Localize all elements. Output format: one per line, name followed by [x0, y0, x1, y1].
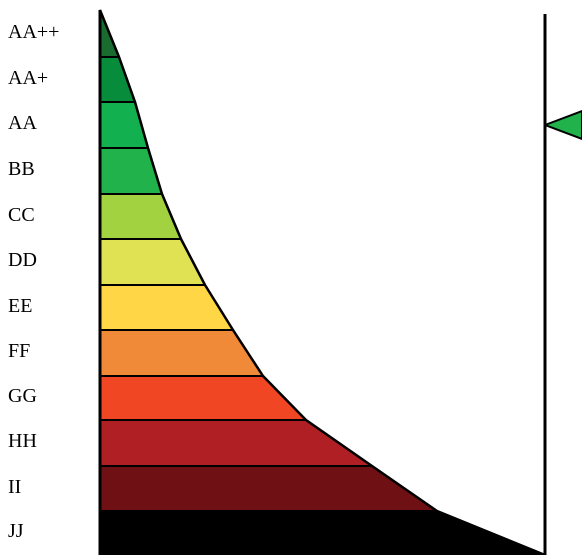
rating-label: CC	[8, 203, 35, 226]
rating-bands	[99, 9, 546, 555]
rating-band-jj	[99, 510, 546, 555]
rating-label: II	[8, 475, 22, 498]
rating-label: AA	[8, 112, 37, 134]
rating-label: BB	[8, 158, 35, 180]
rating-label: GG	[8, 385, 37, 407]
rating-label: AA+	[8, 66, 49, 89]
rating-band-gg	[99, 375, 309, 421]
rating-band-bb	[99, 147, 164, 195]
rating-band-ee	[99, 284, 235, 331]
rating-band-dd	[99, 238, 207, 286]
rating-label: JJ	[8, 520, 24, 542]
rating-band-hh	[99, 419, 376, 467]
rating-label: HH	[8, 430, 37, 452]
rating-band-ii	[99, 465, 441, 512]
rating-label: AA++	[8, 20, 60, 43]
rating-label: DD	[8, 249, 37, 271]
rating-label: FF	[8, 340, 31, 362]
rating-band-cc	[99, 193, 183, 240]
rating-pointer-icon	[544, 110, 582, 140]
rating-band-aaplus	[99, 56, 137, 103]
rating-label: EE	[8, 294, 33, 317]
curve-outline	[98, 9, 546, 555]
